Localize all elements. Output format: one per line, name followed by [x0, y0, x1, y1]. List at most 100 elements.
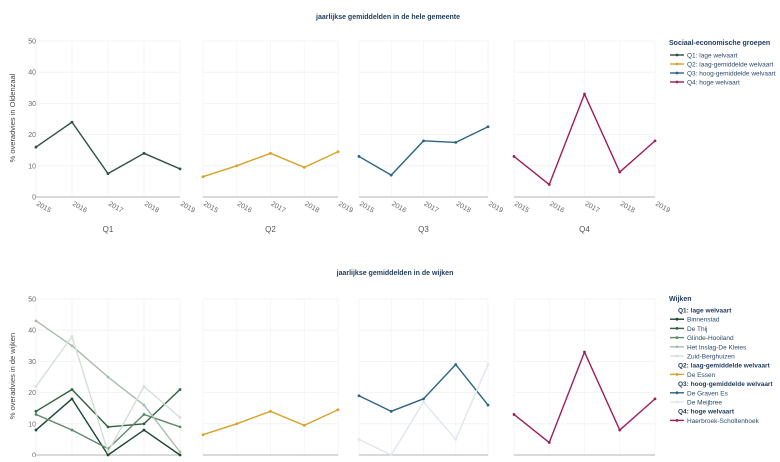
bottom-y-tick-label: 40 [28, 328, 36, 335]
data-point [618, 170, 622, 174]
data-point [357, 438, 361, 441]
data-point [583, 92, 586, 96]
data-point [235, 164, 239, 168]
data-point [583, 350, 586, 354]
legend-group-header: Q2: laag-gemiddelde welvaart [678, 363, 771, 370]
top-panel-2: 2015 2016 2017 2018 2019 Q2 [201, 40, 354, 234]
legend-item-label: Binnenstad [687, 317, 720, 324]
bottom-chart-title: jaarlijkse gemiddelden in de wijken [336, 270, 454, 277]
legend-item-label: Zuid-Berghuizen [687, 354, 735, 361]
data-point [178, 167, 182, 171]
data-point [512, 413, 516, 416]
top-y-tick-label: 50 [28, 39, 36, 46]
data-point [486, 403, 490, 407]
data-point [201, 433, 205, 437]
top-y-tick-label: 20 [28, 132, 36, 139]
data-point [178, 450, 182, 454]
bottom-y-axis-label: % overadvies in de wijken [8, 333, 17, 419]
data-point [389, 453, 393, 457]
data-point [34, 384, 38, 388]
legend-item-label: De Thij [687, 326, 707, 333]
legend-item-label: Q1: lage welvaart [687, 53, 738, 60]
data-point [142, 422, 146, 426]
data-point [547, 183, 551, 186]
legend-marker [675, 391, 679, 395]
bottom-legend: Q1: lage welvaart Binnenstad De Thij Glinde… [670, 308, 773, 425]
legend-item-label: De Graven Es [687, 390, 729, 397]
top-y-tick-label: 40 [28, 70, 36, 77]
top-x-tick-label: 2018 [619, 201, 636, 215]
data-point [486, 363, 490, 366]
data-point [70, 428, 74, 432]
data-point [336, 150, 340, 154]
top-y-axis-label: % overadvies in Oldenzaal [8, 73, 17, 162]
data-point [142, 151, 146, 155]
legend-marker [675, 71, 679, 75]
top-x-tick-label: 2019 [179, 201, 196, 215]
data-point [454, 363, 458, 366]
legend-item-label: Q3: hoog-gemiddelde welvaart [687, 71, 776, 78]
data-point [70, 120, 74, 124]
top-panel-1: 2015 2016 2017 2018 2019 Q1 [34, 40, 196, 234]
data-point [178, 453, 182, 457]
top-y-tick-label: 30 [28, 101, 36, 108]
data-point [142, 413, 146, 416]
data-point [422, 400, 425, 404]
top-x-tick-label: 2015 [358, 201, 375, 215]
bottom-legend-title: Wijken [669, 296, 692, 303]
bottom-y-tick-label: 50 [28, 297, 36, 304]
data-point [357, 394, 361, 398]
top-x-tick-label: 2019 [337, 201, 354, 215]
top-x-tick-label: 2016 [71, 201, 88, 215]
data-point [106, 375, 110, 379]
data-point [422, 397, 425, 401]
data-point [454, 438, 458, 441]
legend-group-header: Q3: hoog-gemiddelde welvaart [678, 381, 773, 388]
data-point [142, 384, 146, 388]
top-panel-3: 2015 2016 2017 2018 2019 Q3 [357, 40, 504, 234]
data-point [106, 453, 110, 457]
data-point [34, 428, 38, 432]
top-panel-4: 2015 2016 2017 2018 2019 Q4 [512, 40, 671, 234]
top-x-tick-label: 2015 [513, 201, 530, 215]
data-point [70, 388, 74, 391]
top-x-tick-label: 2018 [303, 201, 320, 215]
data-point [142, 403, 146, 407]
data-point [302, 165, 306, 169]
data-point [106, 450, 110, 454]
data-point [618, 428, 622, 432]
data-point [512, 155, 516, 158]
legend-marker [675, 80, 679, 84]
top-panel-label: Q1 [103, 225, 114, 234]
data-point [389, 409, 393, 413]
legend-marker [675, 345, 679, 349]
top-x-tick-label: 2015 [35, 201, 52, 215]
data-point [653, 139, 657, 143]
bottom-y-tick-label: 0 [32, 453, 36, 458]
legend-marker [675, 317, 679, 321]
data-point [70, 397, 74, 401]
data-point [34, 409, 38, 413]
top-legend-title: Sociaal-economische groepen [669, 40, 770, 47]
top-panel-label: Q4 [579, 225, 590, 234]
data-point [106, 425, 110, 429]
data-point [34, 145, 38, 149]
top-x-tick-label: 2017 [423, 201, 440, 215]
legend-item-label: Q4: hoge welvaart [687, 80, 740, 87]
data-point [454, 141, 458, 144]
data-point [34, 413, 38, 416]
top-x-tick-label: 2017 [584, 201, 601, 215]
data-point [422, 139, 425, 143]
data-point [389, 173, 393, 177]
bottom-y-tick-label: 20 [28, 390, 36, 397]
top-x-tick-label: 2016 [548, 201, 565, 215]
data-point [269, 151, 272, 155]
legend-item-label: Het Inslag-De Kleies [687, 344, 747, 351]
bottom-panel-3 [357, 298, 490, 457]
bottom-panel-4 [512, 298, 657, 456]
data-point [357, 155, 361, 158]
top-chart-title: jaarlijkse gemiddelden in de hele gemeen… [315, 14, 460, 21]
top-y-tick-label: 10 [28, 163, 36, 170]
